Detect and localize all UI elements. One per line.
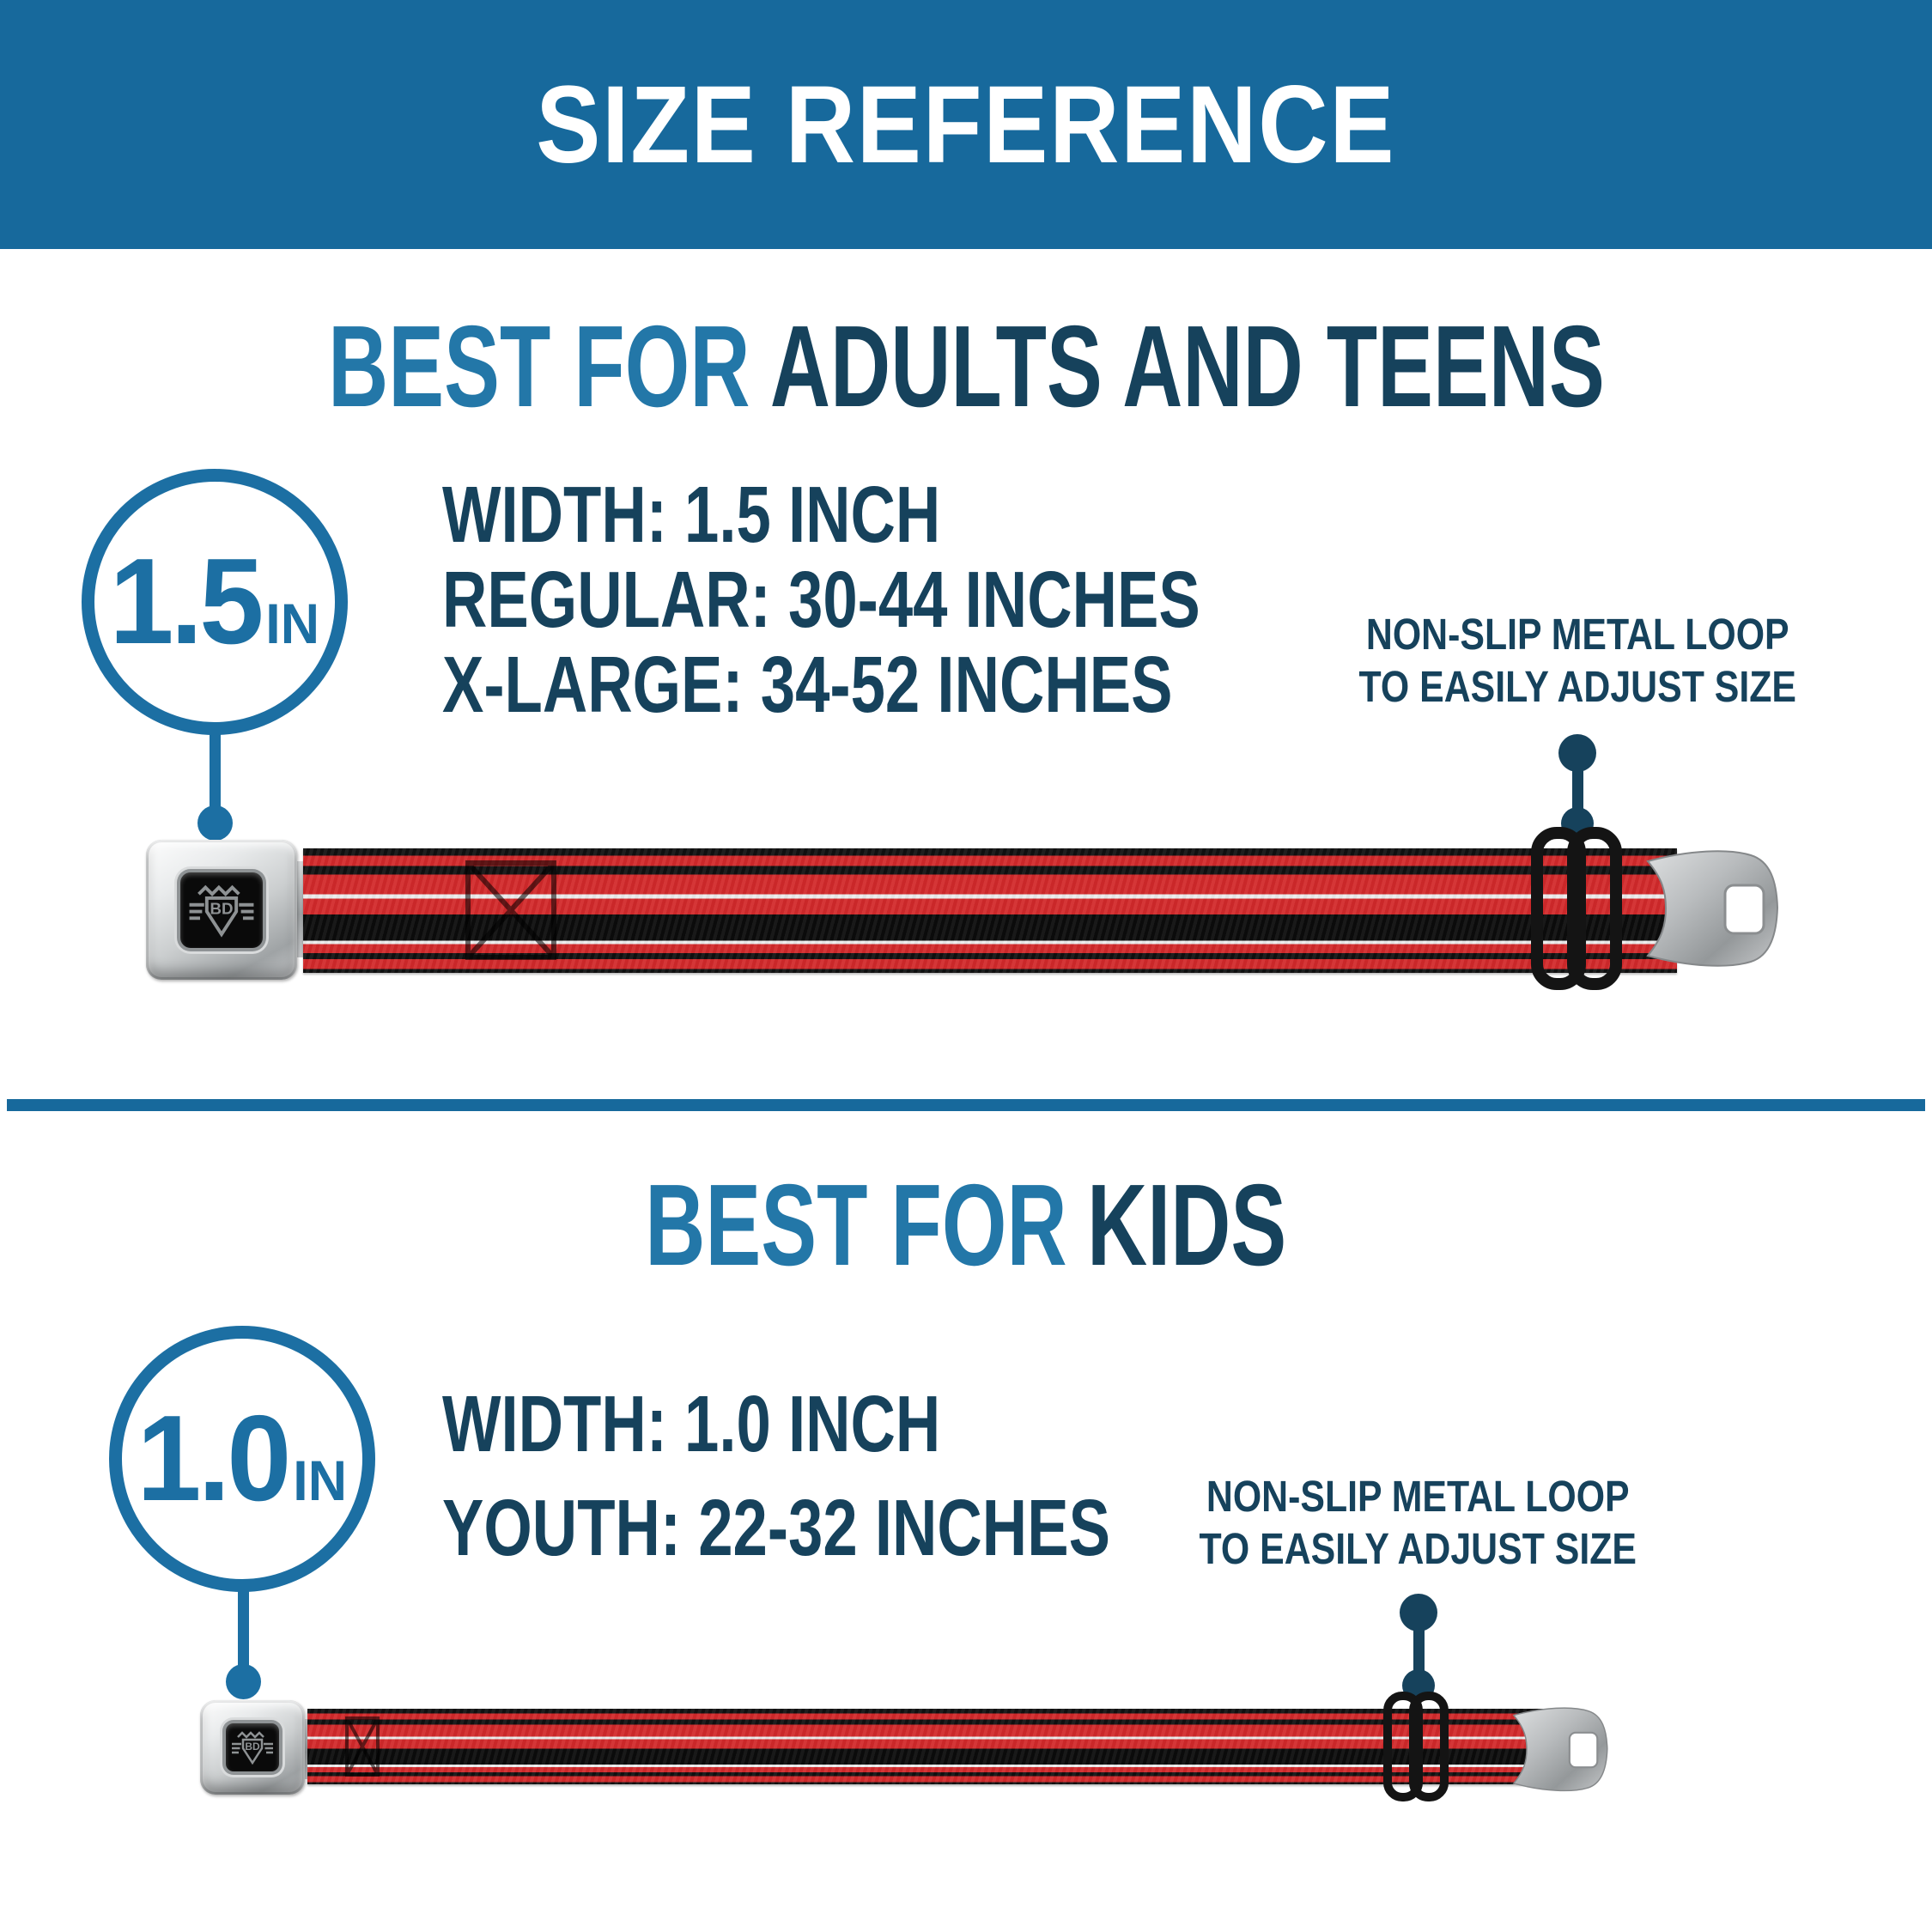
page-title-text: SIZE REFERENCE <box>536 64 1396 186</box>
header-banner: SIZE REFERENCE <box>0 0 1932 249</box>
spec-regular: REGULAR: 30-44 INCHES <box>442 555 1200 644</box>
badge-pointer-dot <box>197 805 233 841</box>
buckle-brand-logo: BD <box>189 884 254 938</box>
width-badge-1-0in: 1.0 IN <box>109 1326 375 1592</box>
width-badge-1-5in: 1.5 IN <box>82 469 348 735</box>
buckle-brand-logo: BD <box>232 1731 273 1765</box>
spec-youth: YOUTH: 22-32 INCHES <box>442 1483 1110 1572</box>
stitch-mark <box>345 1716 380 1777</box>
tab-hole <box>1568 1731 1599 1769</box>
badge-pointer-line <box>238 1590 249 1669</box>
belt-graphic-adults: BD <box>146 827 1790 1005</box>
section-heading-kids: BEST FOR KIDS <box>0 1161 1932 1290</box>
badge-pointer-line <box>210 733 221 812</box>
belt-strap <box>307 1709 1548 1784</box>
badge-unit: IN <box>265 592 320 655</box>
callout-line-2: TO EASILY ADJUST SIZE <box>1358 662 1796 711</box>
tab-hole <box>1723 884 1765 935</box>
metal-loop <box>1383 1692 1423 1801</box>
spec-width: WIDTH: 1.0 INCH <box>442 1379 941 1468</box>
callout-line-1: NON-SLIP METAL LOOP <box>1365 610 1789 659</box>
callout-line-1: NON-SLIP METAL LOOP <box>1206 1472 1630 1521</box>
spec-list-adults: WIDTH: 1.5 INCH REGULAR: 30-44 INCHES X-… <box>442 472 1414 727</box>
callout-line-2: TO EASILY ADJUST SIZE <box>1199 1524 1637 1573</box>
spec-width: WIDTH: 1.5 INCH <box>442 470 941 559</box>
section-heading-adults: BEST FOR ADULTS AND TEENS <box>0 302 1932 431</box>
badge-unit: IN <box>293 1449 348 1512</box>
heading-rest: ADULTS AND TEENS <box>769 301 1605 431</box>
belt-graphic-kids: BD <box>200 1692 1625 1834</box>
svg-text:BD: BD <box>210 899 233 917</box>
metal-loop <box>1567 827 1622 990</box>
seatbelt-buckle: BD <box>146 840 297 980</box>
badge-pointer-dot <box>226 1664 261 1699</box>
heading-prefix: BEST FOR <box>645 1160 1067 1290</box>
metal-loop <box>1409 1692 1449 1801</box>
spec-list-kids: WIDTH: 1.0 INCH YOUTH: 22-32 INCHES <box>442 1372 1298 1580</box>
badge-value: 1.0 <box>137 1390 292 1527</box>
belt-end-tab <box>1512 1707 1608 1792</box>
belt-strap <box>303 848 1677 973</box>
buckle-logo-window: BD <box>180 872 263 948</box>
buckle-logo-window: BD <box>226 1723 279 1771</box>
spec-xlarge: X-LARGE: 34-52 INCHES <box>442 640 1173 729</box>
page-title: SIZE REFERENCE <box>0 57 1932 194</box>
heading-prefix: BEST FOR <box>327 301 750 431</box>
stitch-mark <box>465 860 556 960</box>
section-divider <box>7 1099 1925 1111</box>
metal-loop-callout-kids: NON-SLIP METAL LOOP TO EASILY ADJUST SIZ… <box>1151 1470 1684 1575</box>
svg-text:BD: BD <box>245 1741 260 1753</box>
belt-end-tab <box>1646 850 1779 967</box>
metal-loop-callout-adults: NON-SLIP METAL LOOP TO EASILY ADJUST SIZ… <box>1311 608 1844 713</box>
heading-rest: KIDS <box>1087 1160 1287 1290</box>
seatbelt-buckle: BD <box>200 1700 305 1795</box>
badge-value: 1.5 <box>109 533 264 670</box>
